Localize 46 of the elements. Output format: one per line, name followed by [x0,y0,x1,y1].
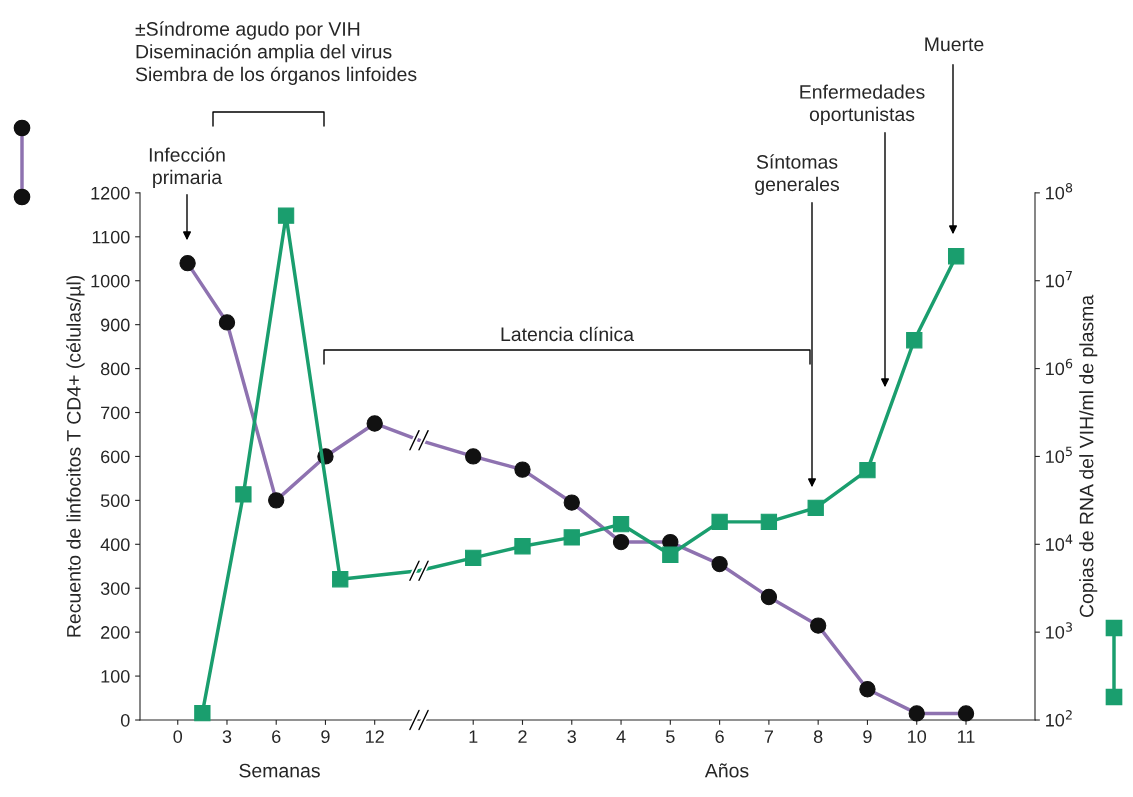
x-tick-label: 9 [321,730,330,743]
y2-tick-label: 10$^{2}$ [1046,710,1072,727]
x-tick-label: 4 [616,730,626,743]
text: Enfermedades oportunistas [800,84,925,125]
y-tick-label: 200 [101,626,130,639]
y-tick-label: 800 [100,362,130,376]
x-tick-label: 10 [908,730,927,743]
text: Muerte [925,37,984,52]
y-tick-label: 1000 [91,274,130,288]
y-tick-label: 0 [120,713,130,727]
y-tick-label: 1100 [92,230,130,244]
annotation: Síntomas generales [755,154,839,195]
y2-tick-label: 10$^{3}$ [1046,622,1073,639]
y2-tick-label: 10$^{5}$ [1046,446,1072,464]
x-tick-label: 2 [518,730,527,743]
y-tick-label: 100 [101,670,130,683]
y2-tick-label: 10$^{6}$ [1046,358,1073,376]
y-tick-label: 900 [101,318,130,332]
x-tick-label: 1 [469,730,478,743]
y-tick-label: 600 [101,450,130,464]
text: ±Síndrome agudo por VIH Diseminación amplia del virus Siembra de los órganos linfoides [135,21,417,85]
y2-tick-label: 10$^{7}$ [1046,271,1072,288]
x-tick-label: 0 [173,730,183,743]
annotation: Latencia clínica [501,326,635,342]
x-tick-label: 6 [272,730,281,743]
x-tick-label: 11 [958,730,975,743]
x-tick-label: 3 [222,730,232,743]
x-tick-label: 5 [666,730,675,743]
x-tick-label: 3 [567,730,576,743]
y2-tick-label: 10$^{4}$ [1046,534,1073,551]
y-tick-label: 400 [100,538,130,552]
x-tick-label: 9 [863,730,872,743]
x-tick-label: 6 [715,730,724,743]
y-axis-title: Recuento de linfocitos T CD4+ (células/µl) [66,275,85,637]
x-tick-label: 7 [764,730,773,743]
y-tick-label: 1200 [91,186,130,200]
y2-axis-title: Copias de RNA del VIH/ml de plasma [1079,294,1098,618]
y-tick-label: 300 [100,582,130,595]
x-axis-title: Semanas [239,763,320,778]
x-axis-title: Años [704,763,749,778]
x-tick-label: 8 [813,730,823,743]
y2-tick-label: 10$^{8}$ [1046,182,1073,200]
y-tick-label: 500 [100,494,130,508]
text: Infección primaria [149,147,225,188]
y-tick-label: 700 [101,406,130,420]
x-tick-label: 12 [366,730,384,743]
